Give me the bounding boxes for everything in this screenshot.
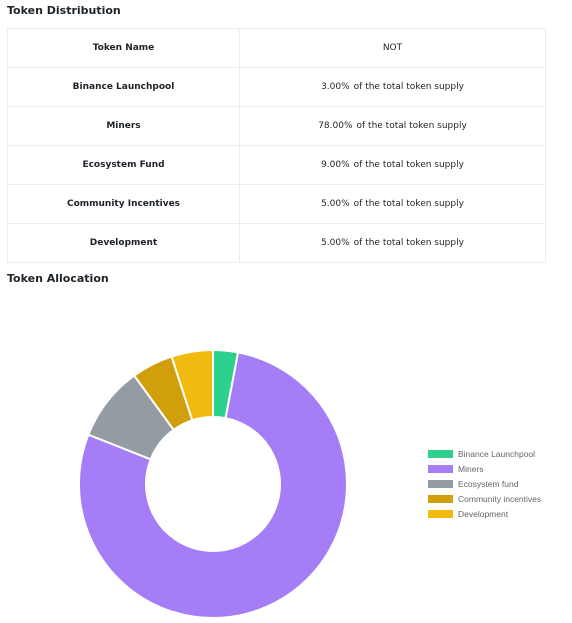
row-name: Community Incentives	[7, 184, 240, 224]
legend-label-ecosystem-fund[interactable]: Ecosystem fund	[458, 479, 519, 489]
header-token-name: Token Name	[7, 28, 240, 68]
table-row: Binance Launchpool 3.00% of the total tok…	[7, 67, 546, 107]
legend-label-development[interactable]: Development	[458, 509, 509, 519]
donut-slices	[78, 348, 348, 619]
row-percent: 5.00%	[321, 199, 350, 209]
row-suffix: of the total token supply	[353, 160, 464, 170]
legend-swatch-development[interactable]	[428, 510, 453, 518]
row-value: 5.00% of the total token supply	[239, 223, 546, 263]
row-name: Development	[7, 223, 240, 263]
slice-development	[170, 348, 214, 422]
chart-legend: Binance Launchpool Miners Ecosystem fund Co…	[428, 449, 541, 519]
header-token-symbol: NOT	[239, 28, 546, 68]
row-percent: 9.00%	[321, 160, 350, 170]
table-row: Development 5.00% of the total token supp…	[7, 223, 546, 263]
slice-miners	[78, 351, 348, 619]
row-percent: 3.00%	[321, 82, 350, 92]
row-suffix: of the total token supply	[356, 121, 467, 131]
row-suffix: of the total token supply	[353, 199, 464, 209]
legend-swatch-ecosystem-fund[interactable]	[428, 480, 453, 488]
distribution-table: Token Name NOT Binance Launchpool 3.00% o…	[7, 28, 546, 263]
row-percent: 78.00%	[318, 121, 353, 131]
row-name: Miners	[7, 106, 240, 146]
allocation-donut-chart: Binance Launchpool Miners Ecosystem fund Co…	[78, 348, 541, 619]
row-value: 9.00% of the total token supply	[239, 145, 546, 185]
table-row: Ecosystem Fund 9.00% of the total token s…	[7, 145, 546, 185]
allocation-title: Token Allocation	[7, 272, 109, 285]
table-row: Community Incentives 5.00% of the total t…	[7, 184, 546, 224]
row-name: Ecosystem Fund	[7, 145, 240, 185]
row-suffix: of the total token supply	[353, 238, 464, 248]
legend-swatch-binance-launchpool[interactable]	[428, 450, 453, 458]
row-name: Binance Launchpool	[7, 67, 240, 107]
row-value: 5.00% of the total token supply	[239, 184, 546, 224]
row-percent: 5.00%	[321, 238, 350, 248]
legend-label-miners[interactable]: Miners	[458, 464, 484, 474]
legend-label-binance-launchpool[interactable]: Binance Launchpool	[458, 449, 535, 459]
legend-swatch-miners[interactable]	[428, 465, 453, 473]
legend-label-community-incentives[interactable]: Community incentives	[458, 494, 541, 504]
row-value: 3.00% of the total token supply	[239, 67, 546, 107]
row-value: 78.00% of the total token supply	[239, 106, 546, 146]
table-header-row: Token Name NOT	[7, 28, 546, 68]
table-row: Miners 78.00% of the total token supply	[7, 106, 546, 146]
distribution-title: Token Distribution	[7, 4, 121, 17]
legend-swatch-community-incentives[interactable]	[428, 495, 453, 503]
row-suffix: of the total token supply	[353, 82, 464, 92]
